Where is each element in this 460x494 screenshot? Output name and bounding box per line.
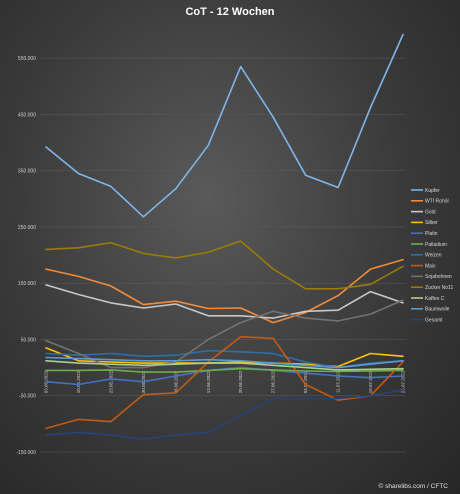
x-tick-label: 27.06.2022 bbox=[271, 370, 276, 393]
y-tick-label: 250.000 bbox=[18, 225, 36, 231]
y-tick-label: 550.000 bbox=[18, 56, 36, 62]
x-tick-label: 25.07.2022 bbox=[401, 370, 406, 393]
x-tick-label: 13.06.2022 bbox=[206, 370, 211, 393]
legend: Kupfer WTI Rohöl Gold Silber Platin Palladium… bbox=[411, 188, 453, 323]
y-tick-label: 350.000 bbox=[18, 169, 36, 175]
legend-label: Gesamt bbox=[425, 317, 443, 323]
series-line bbox=[45, 359, 404, 371]
legend-label: Mais bbox=[425, 263, 436, 269]
x-tick-label: 04.07.2022 bbox=[303, 370, 308, 393]
y-tick-label: 450.000 bbox=[18, 112, 36, 118]
y-tick-label: -50.000 bbox=[19, 394, 36, 400]
series-line bbox=[45, 389, 404, 440]
y-tick-label: -150.000 bbox=[16, 450, 36, 456]
legend-label: Weizen bbox=[425, 253, 442, 259]
legend-label: WTI Rohöl bbox=[425, 199, 449, 205]
gridlines bbox=[40, 57, 405, 453]
x-tick-label: 11.07.2022 bbox=[336, 370, 341, 393]
legend-label: Baumwolle bbox=[425, 307, 450, 313]
legend-label: Silber bbox=[425, 220, 438, 226]
series-lines bbox=[45, 33, 404, 440]
legend-label: Kupfer bbox=[425, 188, 440, 194]
legend-label: Palladium bbox=[425, 242, 447, 248]
series-line bbox=[45, 335, 404, 430]
chart-title: CoT - 12 Wochen bbox=[185, 6, 274, 18]
x-tick-label: 06.06.2022 bbox=[173, 370, 178, 393]
series-line bbox=[45, 240, 404, 290]
y-tick-label: 50.000 bbox=[21, 337, 37, 343]
series-line bbox=[45, 258, 404, 324]
legend-label: Sojabohnen bbox=[425, 274, 452, 280]
y-tick-label: 150.000 bbox=[18, 281, 36, 287]
series-line bbox=[45, 356, 404, 369]
x-tick-label: 20.06.2022 bbox=[238, 370, 243, 393]
credit-text: © sharelibs.com / CFTC bbox=[379, 482, 449, 490]
legend-label: Platin bbox=[425, 231, 438, 237]
x-tick-label: 18.07.2022 bbox=[368, 370, 373, 393]
series-line bbox=[45, 33, 404, 218]
legend-label: Kaffee C bbox=[425, 296, 445, 302]
series-line bbox=[45, 367, 404, 373]
legend-label: Gold bbox=[425, 209, 436, 215]
x-tick-label: 23.05.2022 bbox=[108, 370, 113, 393]
series-line bbox=[45, 299, 404, 369]
legend-label: Zucker No11 bbox=[425, 285, 453, 291]
x-tick-label: 10.05.2022 bbox=[76, 370, 81, 393]
y-axis-ticks: 550.000 450.000 350.000 250.000 150.000 50.00… bbox=[16, 56, 36, 456]
series-line bbox=[45, 284, 404, 319]
